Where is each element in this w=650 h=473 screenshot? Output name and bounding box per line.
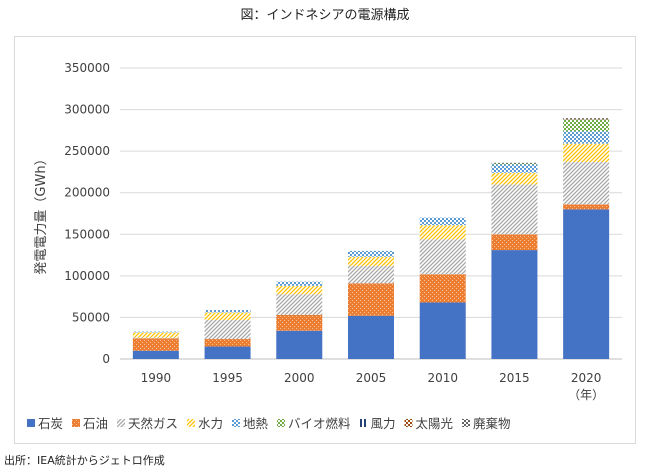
- y-tick-label: 150000: [64, 227, 110, 241]
- x-tick-label: 2020: [571, 371, 602, 385]
- bar-segment: [348, 315, 394, 359]
- bar-segment: [563, 143, 610, 162]
- bar-segment: [563, 131, 610, 144]
- legend: 石炭 石油 天然ガス 水力 地熱 バイオ燃料 風力 太陽光 廃棄物: [27, 416, 511, 431]
- legend-swatch: [404, 419, 413, 427]
- bar-segment: [419, 239, 466, 275]
- legend-swatch: [117, 419, 125, 427]
- bar-segment: [204, 312, 251, 320]
- bar-segment: [276, 294, 323, 315]
- bar-segment: [204, 339, 251, 347]
- bar-segment: [419, 274, 466, 303]
- bar-segment: [491, 250, 538, 359]
- bar-segment: [563, 119, 610, 132]
- bar-segment: [132, 337, 179, 339]
- bar-segment: [563, 118, 610, 119]
- legend-label: バイオ燃料: [288, 416, 351, 431]
- bar-segment: [491, 184, 538, 235]
- bar-segment: [563, 118, 610, 120]
- legend-swatch: [232, 419, 240, 427]
- bar-segment: [276, 314, 323, 331]
- legend-swatch: [359, 419, 368, 427]
- x-axis-unit-label: （年）: [568, 388, 604, 402]
- legend-label: 地熱: [243, 416, 269, 431]
- legend-label: 太陽光: [416, 416, 454, 431]
- bar-segment: [491, 162, 538, 164]
- bars: [132, 118, 610, 359]
- bar-segment: [132, 338, 179, 351]
- y-tick-label: 250000: [64, 144, 110, 158]
- y-tick-label: 50000: [72, 310, 110, 324]
- y-axis: 0 50000 100000 150000 200000 250000 300000 3500…: [64, 61, 110, 366]
- bar-segment: [204, 346, 251, 359]
- bar-segment: [563, 209, 610, 359]
- x-tick-label: 2015: [499, 371, 530, 385]
- legend-label: 廃棄物: [473, 416, 511, 431]
- y-axis-label: 発電電力量（GWh）: [34, 152, 49, 274]
- x-tick-label: 2010: [427, 371, 458, 385]
- bar-segment: [348, 283, 394, 316]
- legend-label: 石炭: [38, 416, 63, 431]
- legend-label: 天然ガス: [128, 416, 178, 431]
- legend-swatch: [187, 419, 195, 427]
- legend-label: 水力: [198, 416, 223, 431]
- bar-segment: [348, 265, 394, 284]
- bar-segment: [419, 225, 466, 240]
- legend-label: 石油: [83, 416, 108, 431]
- bar-segment: [276, 330, 323, 359]
- bar-segment: [276, 285, 323, 295]
- bar-segment: [204, 309, 251, 313]
- chart-title: 図：インドネシアの電源構成: [240, 8, 410, 23]
- x-tick-label: 2005: [356, 371, 387, 385]
- y-tick-label: 350000: [64, 61, 110, 75]
- bar-segment: [491, 164, 538, 173]
- bar-segment: [276, 281, 323, 286]
- y-tick-label: 100000: [64, 269, 110, 283]
- bar-segment: [563, 204, 610, 210]
- bar-segment: [132, 332, 179, 338]
- y-tick-label: 0: [102, 352, 110, 366]
- bar-segment: [419, 217, 466, 226]
- bar-segment: [491, 234, 538, 251]
- bar-segment: [563, 161, 610, 205]
- legend-swatch: [277, 419, 285, 427]
- bar-segment: [348, 250, 394, 257]
- legend-swatch: [462, 419, 470, 427]
- x-tick-label: 1990: [141, 371, 172, 385]
- legend-swatch: [27, 419, 35, 427]
- y-tick-label: 300000: [64, 103, 110, 117]
- legend-label: 風力: [371, 416, 396, 431]
- y-tick-label: 200000: [64, 186, 110, 200]
- bar-segment: [419, 302, 466, 359]
- x-tick-label: 2000: [284, 371, 315, 385]
- x-tick-label: 1995: [212, 371, 243, 385]
- bar-segment: [132, 350, 179, 359]
- bar-segment: [348, 256, 394, 266]
- legend-swatch: [72, 419, 80, 427]
- x-axis: 1990 1995 2000 2005 2010 2015 2020: [141, 371, 602, 385]
- bar-segment: [491, 172, 538, 185]
- source-note: 出所：IEA統計からジェトロ作成: [4, 454, 165, 467]
- bar-segment: [491, 163, 538, 165]
- bar-segment: [204, 319, 251, 340]
- bar-segment: [132, 331, 179, 333]
